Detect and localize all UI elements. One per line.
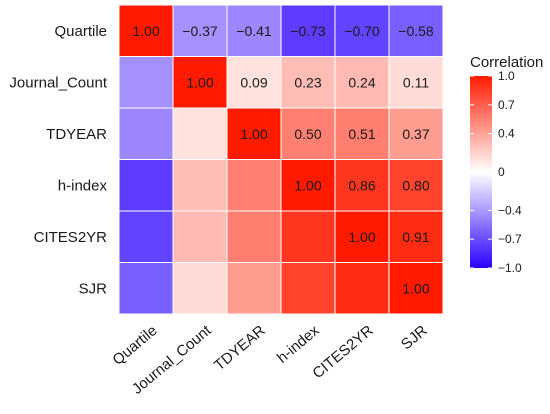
heatmap-cell-Journal_Count-Quartile [119, 57, 173, 108]
heatmap-cell-CITES2YR-CITES2YR [335, 211, 389, 262]
heatmap-cell-CITES2YR-SJR [389, 211, 443, 262]
heatmap-cell-CITES2YR-h-index [281, 211, 335, 262]
cell-value-label: 0.11 [403, 74, 429, 90]
row-label-SJR: SJR [79, 280, 108, 297]
column-label-SJR: SJR [398, 322, 431, 353]
heatmap-cell-Quartile-TDYEAR [227, 5, 281, 56]
legend-tick-label: 1.0 [498, 69, 515, 83]
column-label-Quartile: Quartile [109, 322, 160, 369]
cell-value-label: 1.00 [348, 229, 375, 245]
legend-tick-label: 0.7 [498, 98, 515, 112]
column-label-h-index: h-index [274, 322, 323, 367]
heatmap-cell-h-index-SJR [389, 160, 443, 211]
cell-value-label: −0.70 [344, 23, 380, 39]
legend-color-bar [470, 76, 492, 268]
heatmap-cell-SJR-TDYEAR [227, 263, 281, 314]
heatmap-cell-Quartile-CITES2YR [335, 5, 389, 56]
heatmap-cell-TDYEAR-TDYEAR [227, 108, 281, 159]
color-legend: Correlation 1.0 0.7 0.4 0 −0.4 −0.7 −1.0 [470, 54, 543, 275]
heatmap-cell-Journal_Count-SJR [389, 57, 443, 108]
row-labels: Quartile Journal_Count TDYEAR h-index CITES2… [9, 23, 107, 298]
heatmap-cell-Journal_Count-TDYEAR [227, 57, 281, 108]
heatmap-cell-h-index-Journal_Count [173, 160, 227, 211]
heatmap-cell-h-index-CITES2YR [335, 160, 389, 211]
heatmap-cell-SJR-CITES2YR [335, 263, 389, 314]
legend-tick-label: −0.7 [498, 232, 522, 246]
cell-value-label: −0.58 [398, 23, 434, 39]
row-label-Journal_Count: Journal_Count [9, 74, 107, 91]
cell-value-label: 1.00 [240, 126, 267, 142]
column-label-CITES2YR: CITES2YR [309, 322, 376, 382]
heatmap-cell-TDYEAR-SJR [389, 108, 443, 159]
heatmap-cell-SJR-Journal_Count [173, 263, 227, 314]
row-label-CITES2YR: CITES2YR [34, 229, 108, 246]
heatmap-cell-Journal_Count-h-index [281, 57, 335, 108]
heatmap-cell-TDYEAR-h-index [281, 108, 335, 159]
cell-value-label: 0.91 [402, 229, 429, 245]
heatmap-cell-h-index-h-index [281, 160, 335, 211]
heatmap-cells: 1.00 −0.37 −0.41 −0.73 −0.70 −0.58 1.00 0.09 0.2… [119, 5, 443, 314]
heatmap-cell-CITES2YR-TDYEAR [227, 211, 281, 262]
heatmap-cell-SJR-h-index [281, 263, 335, 314]
cell-value-label: −0.73 [290, 23, 326, 39]
heatmap-cell-CITES2YR-Journal_Count [173, 211, 227, 262]
row-label-TDYEAR: TDYEAR [46, 126, 107, 143]
cell-value-label: −0.37 [182, 23, 218, 39]
cell-value-label: 0.09 [240, 74, 267, 90]
heatmap-cell-Quartile-SJR [389, 5, 443, 56]
cell-value-label: 0.23 [294, 74, 321, 90]
heatmap-cell-TDYEAR-Journal_Count [173, 108, 227, 159]
legend-title: Correlation [470, 54, 543, 71]
cell-value-label: −0.41 [236, 23, 272, 39]
heatmap-cell-Quartile-h-index [281, 5, 335, 56]
legend-tick-label: 0 [498, 165, 505, 179]
cell-value-label: 0.24 [348, 74, 375, 90]
heatmap-cell-Journal_Count-Journal_Count [173, 57, 227, 108]
cell-value-label: 0.51 [348, 126, 375, 142]
heatmap-cell-h-index-TDYEAR [227, 160, 281, 211]
heatmap-cell-SJR-SJR [389, 263, 443, 314]
heatmap-cell-Journal_Count-CITES2YR [335, 57, 389, 108]
cell-value-label: 1.00 [186, 74, 213, 90]
cell-value-label: 0.86 [348, 177, 375, 193]
heatmap-cell-TDYEAR-CITES2YR [335, 108, 389, 159]
cell-value-label: 1.00 [132, 23, 159, 39]
legend-ticks: 1.0 0.7 0.4 0 −0.4 −0.7 −1.0 [470, 69, 522, 275]
heatmap-cell-Quartile-Journal_Count [173, 5, 227, 56]
heatmap-cell-CITES2YR-Quartile [119, 211, 173, 262]
legend-tick-label: 0.4 [498, 127, 515, 141]
heatmap-cell-h-index-Quartile [119, 160, 173, 211]
row-label-Quartile: Quartile [54, 23, 107, 40]
cell-value-label: 0.80 [402, 177, 429, 193]
cell-value-label: 1.00 [402, 280, 429, 296]
legend-tick-label: −0.4 [498, 203, 522, 217]
cell-value-label: 1.00 [294, 177, 321, 193]
cell-value-label: 0.37 [402, 126, 429, 142]
heatmap-cell-Quartile-Quartile [119, 5, 173, 56]
heatmap-cell-TDYEAR-Quartile [119, 108, 173, 159]
column-label-TDYEAR: TDYEAR [211, 322, 269, 374]
legend-tick-label: −1.0 [498, 261, 522, 275]
cell-value-label: 0.50 [294, 126, 321, 142]
row-label-h-index: h-index [58, 177, 108, 194]
heatmap-cell-SJR-Quartile [119, 263, 173, 314]
